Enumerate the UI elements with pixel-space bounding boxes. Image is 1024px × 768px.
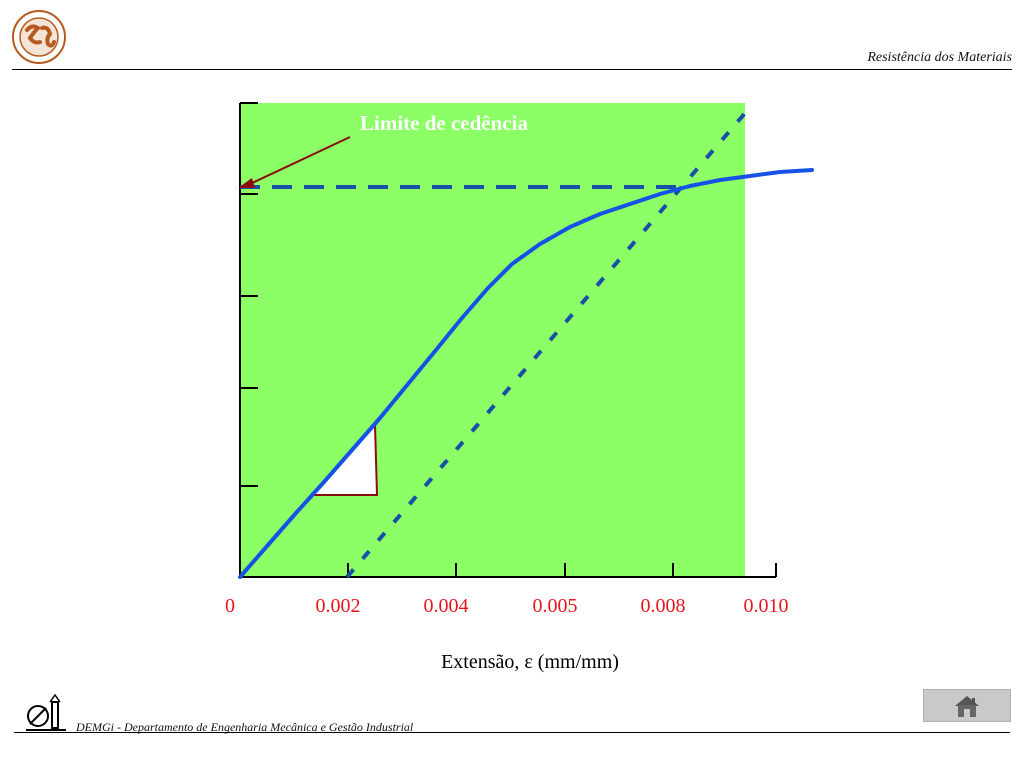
department-logo-icon: [26, 694, 66, 731]
yield-annotation: Limite de cedência: [360, 111, 528, 135]
page-title: Resistência dos Materiais: [867, 50, 1012, 65]
annotation-arrow: [249, 136, 351, 185]
plot-background: [240, 103, 745, 577]
x-tick-label: 0.010: [744, 595, 789, 617]
home-button[interactable]: [923, 689, 1011, 722]
y-axis-ticks: [240, 102, 258, 487]
x-tick-label: 0.002: [316, 595, 361, 617]
x-tick-label: 0.004: [424, 595, 469, 617]
school-logo-icon: [12, 10, 66, 64]
x-axis-label: Extensão, ε (mm/mm): [441, 651, 619, 673]
x-tick-label: 0: [225, 595, 235, 617]
footer-divider: [14, 732, 1010, 733]
x-tick-label: 0.005: [533, 595, 578, 617]
footer-department: DEMGi - Departamento de Engenharia Mecân…: [76, 720, 414, 734]
offset-line: [345, 103, 754, 579]
x-tick-label: 0.008: [641, 595, 686, 617]
header-divider: [12, 69, 1012, 70]
stress-strain-curve: [238, 168, 814, 579]
home-icon: [955, 695, 979, 717]
annotation-arrow-head: [238, 178, 255, 188]
x-tick-labels: 0 0.002 0.004 0.005 0.008 0.010: [225, 595, 789, 617]
